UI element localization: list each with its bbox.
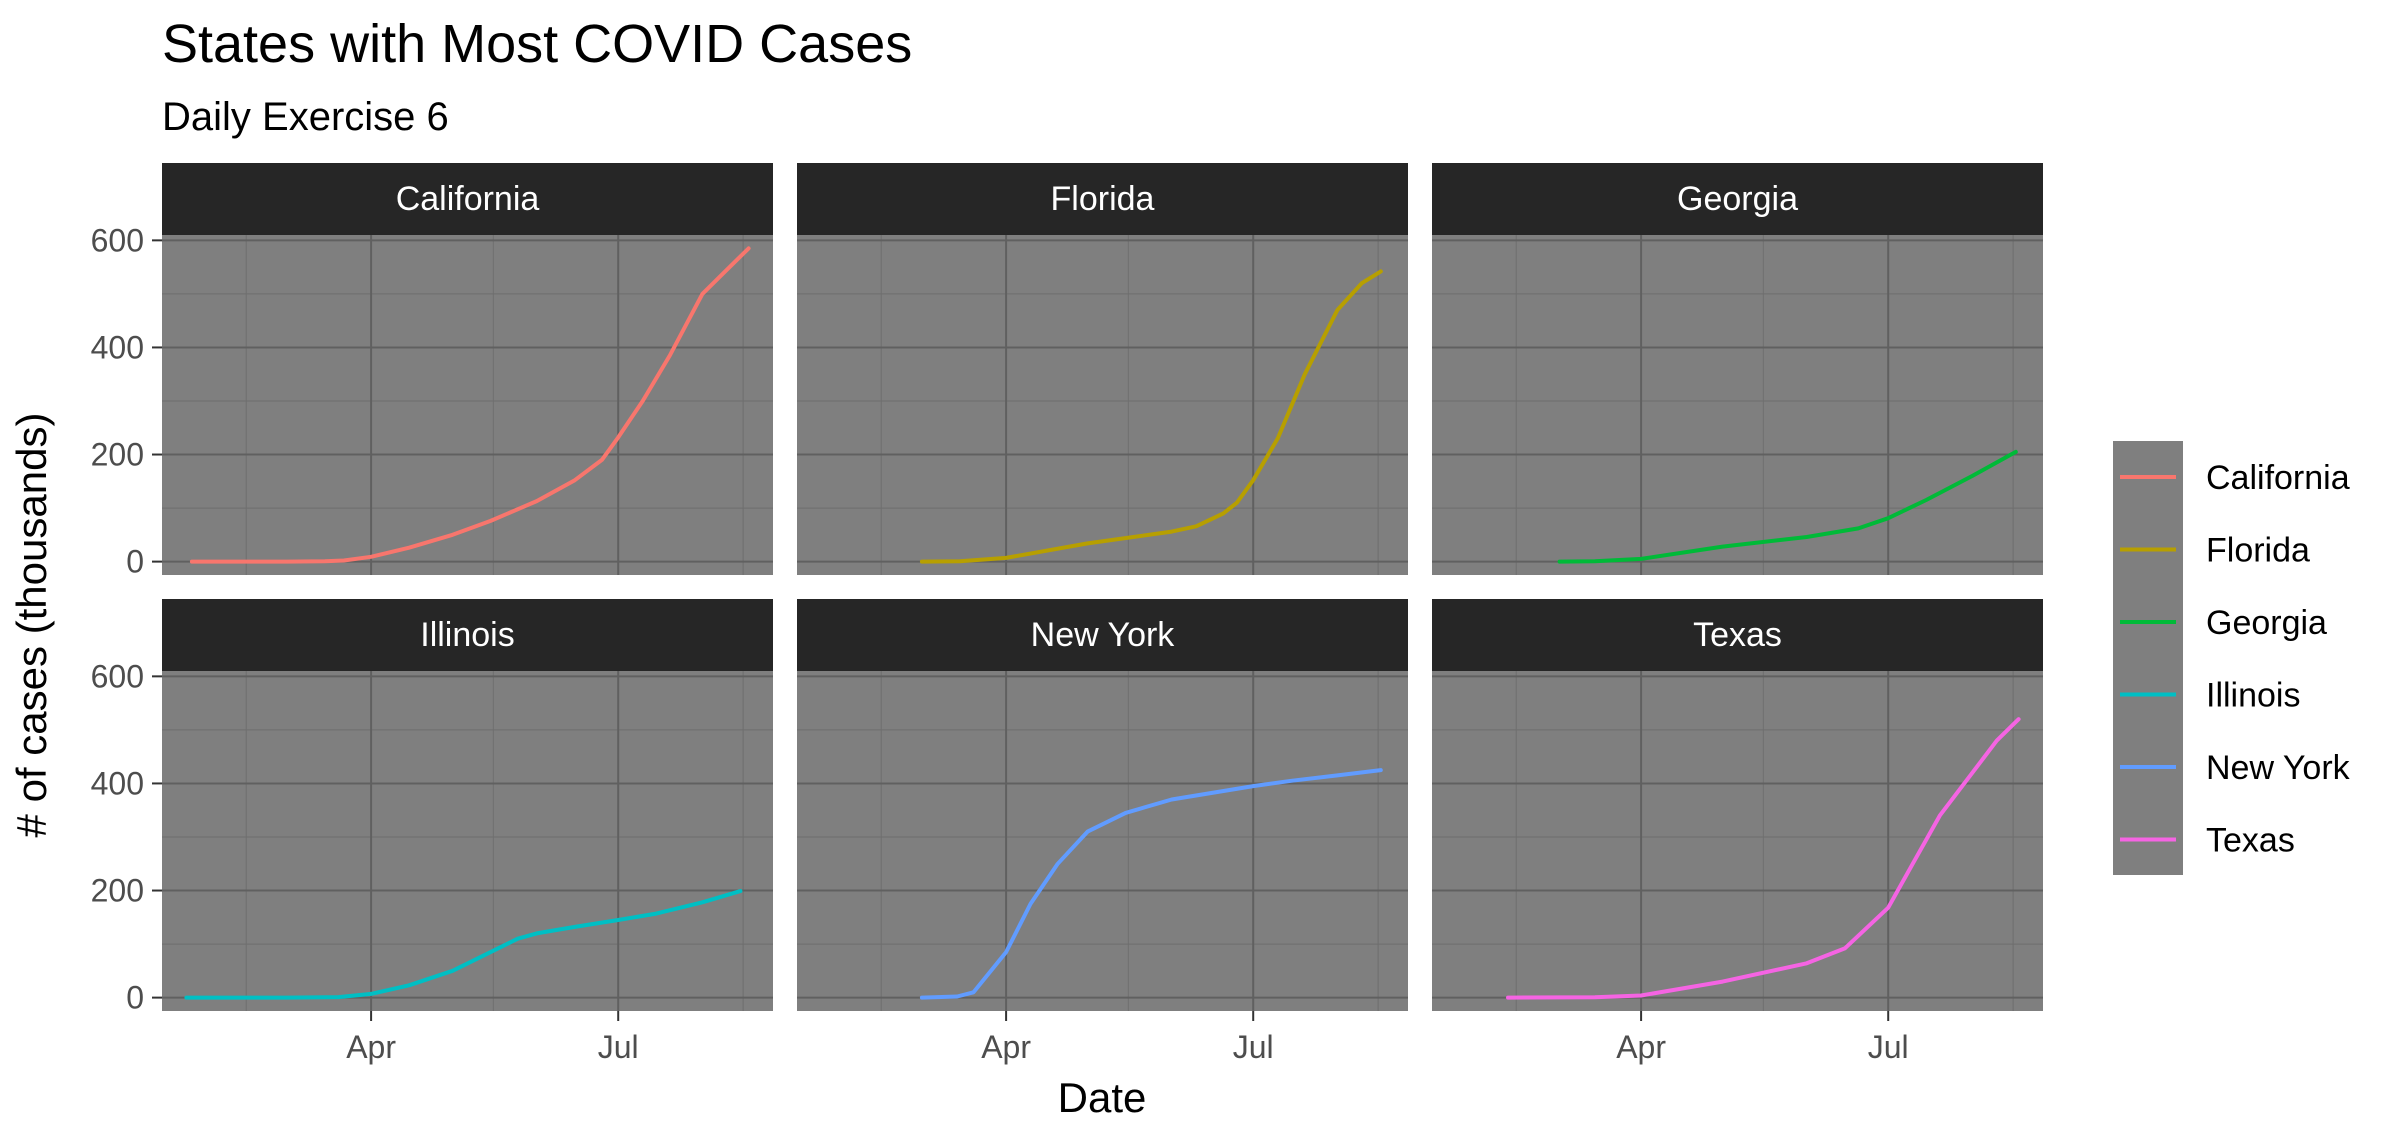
facet-panel: Illinois 0 200 400 600 Apr Jul xyxy=(91,599,773,1065)
series-line xyxy=(184,889,743,1000)
facet-strip-label: Illinois xyxy=(420,616,514,654)
facet-strip-label: California xyxy=(396,180,540,218)
y-tick-label: 600 xyxy=(91,658,144,694)
facet-panels: California 0 200 400 600 Florida Georgia Illino… xyxy=(91,163,2043,1065)
facet-strip-label: Georgia xyxy=(1677,180,1798,218)
legend-label: Texas xyxy=(2206,822,2295,860)
legend: California Florida Georgia Illinois New York… xyxy=(2113,441,2351,875)
series-line xyxy=(1557,449,2018,564)
legend-key-background xyxy=(2113,441,2183,875)
y-tick-label: 600 xyxy=(91,222,144,258)
series-line xyxy=(189,246,751,564)
x-tick-label: Jul xyxy=(598,1029,639,1065)
facet-panel: Texas Apr Jul xyxy=(1432,599,2043,1065)
facet-strip xyxy=(1432,163,2043,235)
facet-strip xyxy=(797,163,1408,235)
x-tick-label: Apr xyxy=(981,1029,1031,1065)
facet-strip-label: New York xyxy=(1031,616,1176,654)
facet-panel: New York Apr Jul xyxy=(797,599,1408,1065)
facet-strip xyxy=(797,599,1408,671)
facet-strip-label: Texas xyxy=(1693,616,1782,654)
facet-strip xyxy=(162,599,773,671)
x-tick-label: Jul xyxy=(1233,1029,1274,1065)
legend-label: Florida xyxy=(2206,532,2310,570)
legend-label: New York xyxy=(2206,749,2351,787)
x-axis-title: Date xyxy=(1058,1074,1147,1121)
series-line xyxy=(919,768,1383,1000)
facet-strip-label: Florida xyxy=(1051,180,1155,218)
facet-strip xyxy=(162,163,773,235)
panel-background xyxy=(1432,235,2043,575)
chart-title: States with Most COVID Cases xyxy=(162,14,912,74)
legend-label: Illinois xyxy=(2206,677,2300,715)
panel-background xyxy=(797,671,1408,1011)
chart-subtitle: Daily Exercise 6 xyxy=(162,95,449,139)
y-tick-label: 400 xyxy=(91,329,144,365)
y-tick-label: 400 xyxy=(91,765,144,801)
x-tick-label: Apr xyxy=(346,1029,396,1065)
facet-panel: California 0 200 400 600 xyxy=(91,163,773,580)
y-axis-title: # of cases (thousands) xyxy=(8,413,55,838)
x-tick-label: Apr xyxy=(1616,1029,1666,1065)
panel-background xyxy=(797,235,1408,575)
y-tick-label: 0 xyxy=(126,544,144,580)
x-tick-label: Jul xyxy=(1868,1029,1909,1065)
legend-label: Georgia xyxy=(2206,604,2327,642)
y-tick-label: 200 xyxy=(91,437,144,473)
y-tick-label: 200 xyxy=(91,873,144,909)
panel-background xyxy=(162,671,773,1011)
series-line xyxy=(1506,717,2021,1000)
legend-label: California xyxy=(2206,459,2350,497)
y-tick-label: 0 xyxy=(126,980,144,1016)
facet-strip xyxy=(1432,599,2043,671)
facet-panel: Florida xyxy=(797,163,1408,575)
panel-background xyxy=(1432,671,2043,1011)
facet-panel: Georgia xyxy=(1432,163,2043,575)
panel-background xyxy=(162,235,773,575)
series-line xyxy=(919,269,1383,564)
